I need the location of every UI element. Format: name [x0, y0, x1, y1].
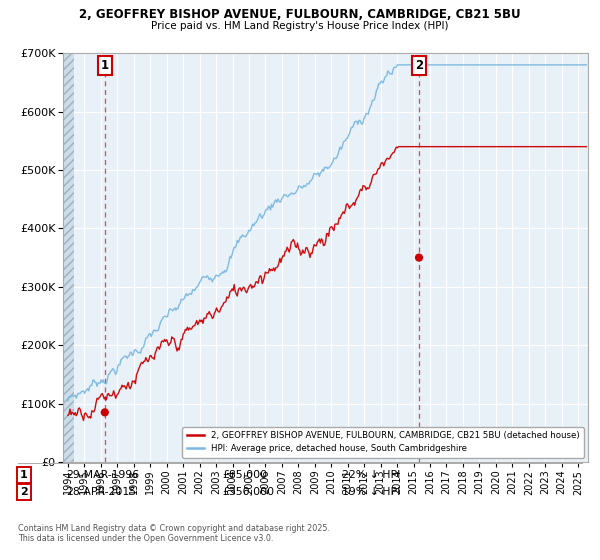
Point: [414, 253, 424, 262]
Text: 29-MAR-1996: 29-MAR-1996: [66, 470, 139, 480]
Text: 22% ↓ HPI: 22% ↓ HPI: [342, 470, 400, 480]
Text: 28-APR-2015: 28-APR-2015: [66, 487, 136, 497]
Point: [100, 408, 110, 417]
Text: Price paid vs. HM Land Registry's House Price Index (HPI): Price paid vs. HM Land Registry's House …: [151, 21, 449, 31]
Text: £350,000: £350,000: [222, 487, 274, 497]
Text: Contains HM Land Registry data © Crown copyright and database right 2025.
This d: Contains HM Land Registry data © Crown c…: [18, 524, 330, 543]
Text: 19% ↓ HPI: 19% ↓ HPI: [342, 487, 400, 497]
Text: 1: 1: [101, 59, 109, 72]
Text: 2: 2: [20, 487, 28, 497]
Text: 1: 1: [20, 470, 28, 480]
Legend: 2, GEOFFREY BISHOP AVENUE, FULBOURN, CAMBRIDGE, CB21 5BU (detached house), HPI: : 2, GEOFFREY BISHOP AVENUE, FULBOURN, CAM…: [182, 427, 584, 458]
Bar: [63, 53, 74, 462]
Text: £85,000: £85,000: [222, 470, 267, 480]
Text: 2, GEOFFREY BISHOP AVENUE, FULBOURN, CAMBRIDGE, CB21 5BU: 2, GEOFFREY BISHOP AVENUE, FULBOURN, CAM…: [79, 8, 521, 21]
Text: 2: 2: [415, 59, 423, 72]
